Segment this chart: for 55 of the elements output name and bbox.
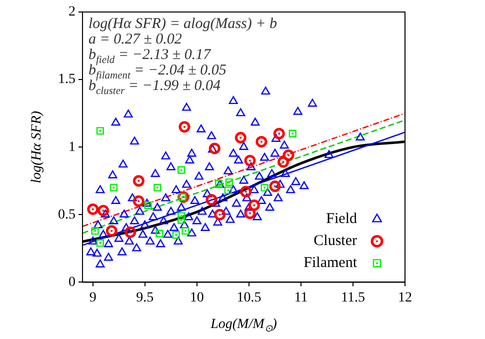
- point: [87, 203, 99, 215]
- point: [172, 231, 180, 239]
- x-tick-label: 11: [294, 290, 308, 306]
- x-tick-label: 9: [89, 290, 96, 306]
- x-tick-label: 9.5: [136, 290, 154, 306]
- legend-label: Filament: [304, 255, 358, 272]
- annotation: log(Hα SFR) = alog(Mass) + b: [88, 16, 278, 32]
- point: [206, 194, 218, 206]
- point: [269, 180, 281, 192]
- y-tick-label: 2: [68, 4, 76, 20]
- point: [98, 204, 110, 216]
- point: [208, 142, 220, 154]
- point: [124, 226, 136, 238]
- x-tick-label: 10.5: [236, 290, 262, 306]
- point: [132, 175, 144, 187]
- point: [214, 208, 226, 220]
- point: [248, 199, 260, 211]
- x-tick-label: 11.5: [340, 290, 365, 306]
- legend-label: Field: [326, 211, 358, 228]
- point: [273, 128, 285, 140]
- point: [178, 121, 190, 133]
- x-tick-label: 10: [190, 290, 204, 306]
- y-tick-label: 1: [68, 140, 76, 155]
- legend-label: Cluster: [314, 233, 357, 250]
- point: [91, 227, 99, 235]
- y-tick-label: 1.5: [58, 72, 76, 88]
- point: [144, 201, 152, 209]
- point: [156, 230, 164, 238]
- point: [278, 156, 290, 168]
- y-axis-title: log(Hα SFR): [30, 110, 44, 184]
- x-tick-label: 12: [398, 290, 412, 306]
- point: [106, 225, 118, 237]
- point: [288, 130, 296, 138]
- point: [240, 186, 252, 198]
- x-axis-title: Log(M/M⊙): [210, 317, 278, 335]
- point: [225, 178, 233, 186]
- point: [178, 166, 186, 174]
- y-tick-label: 0: [68, 274, 76, 290]
- point: [256, 136, 268, 148]
- point: [96, 239, 104, 247]
- point: [260, 184, 268, 192]
- point: [244, 208, 256, 220]
- point: [244, 154, 256, 166]
- point: [132, 195, 144, 207]
- point: [282, 149, 294, 161]
- point: [154, 184, 162, 192]
- point: [110, 184, 118, 192]
- point: [224, 186, 232, 194]
- point: [234, 132, 246, 144]
- y-tick-label: 0.5: [58, 207, 76, 222]
- annotation: a = 0.27 ± 0.02: [88, 32, 182, 48]
- point: [178, 216, 186, 224]
- point: [182, 227, 190, 235]
- point: [178, 212, 186, 220]
- point: [96, 127, 104, 135]
